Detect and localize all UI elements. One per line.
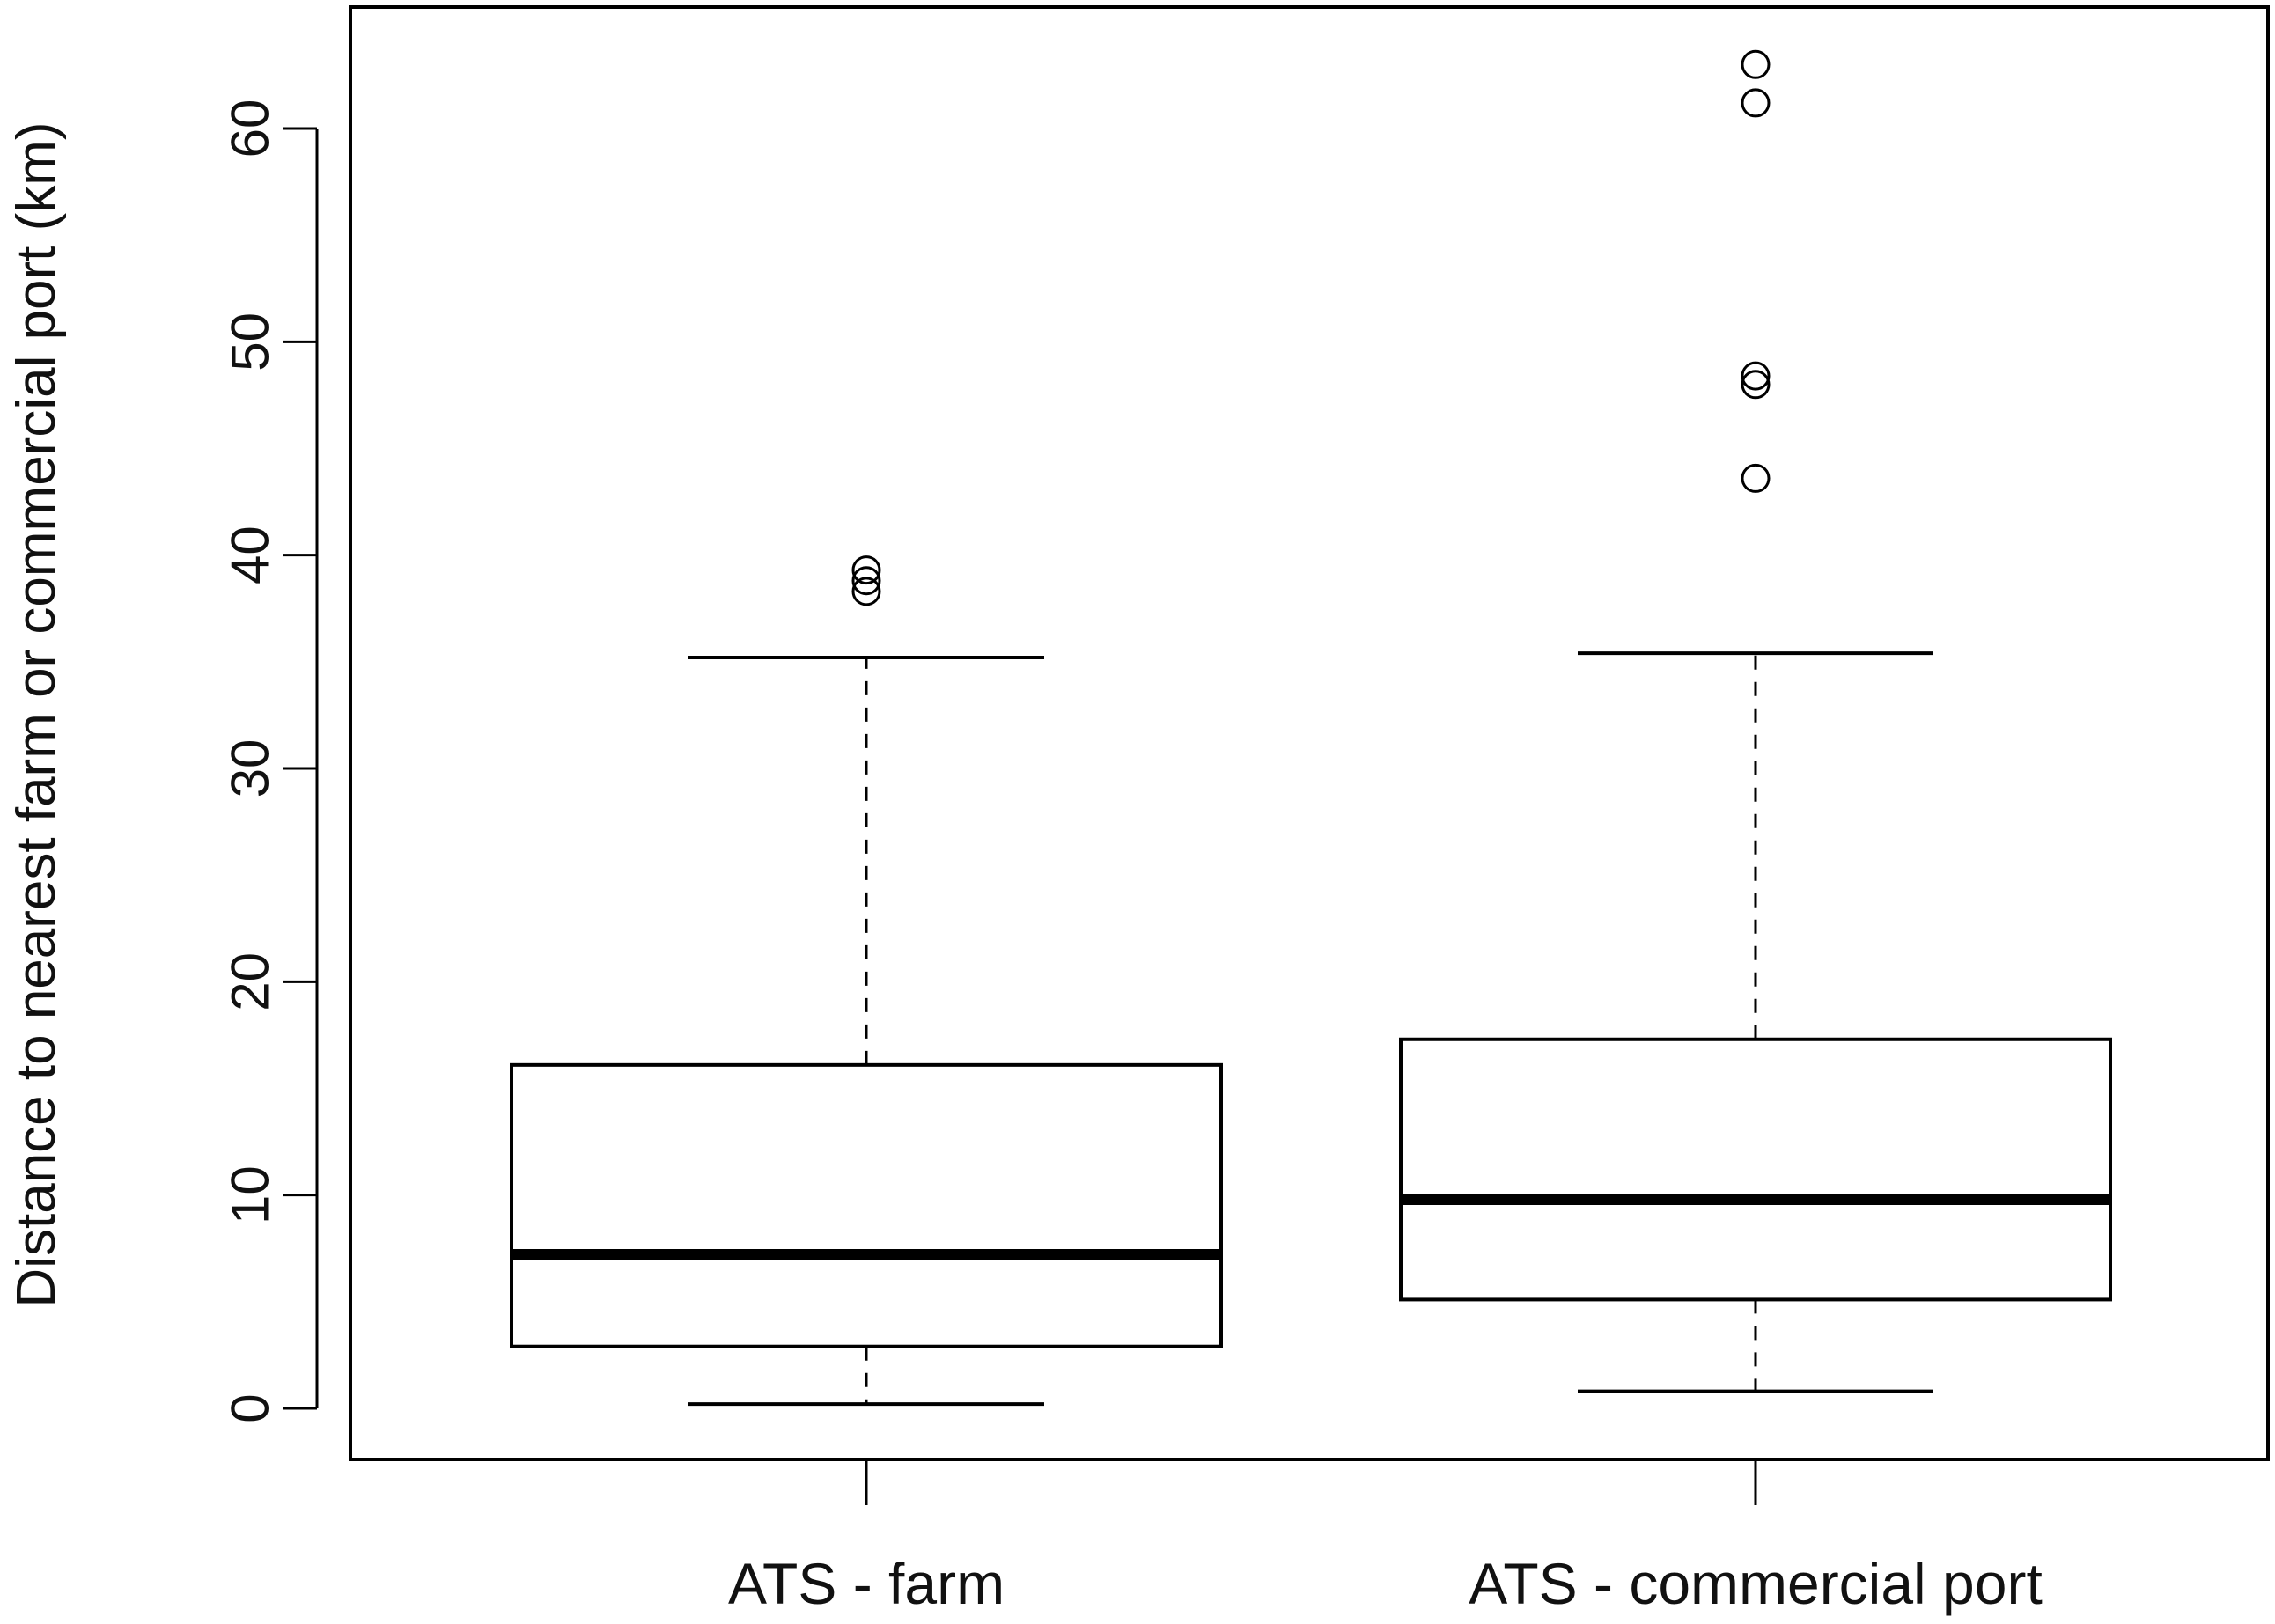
x-category-label: ATS - farm [728, 1551, 1005, 1616]
x-category-label: ATS - commercial port [1469, 1551, 2043, 1616]
box-group [1399, 49, 2112, 1393]
outlier-point [1741, 49, 1771, 79]
y-tick-label: 10 [221, 1165, 280, 1224]
iqr-box [510, 1062, 1223, 1348]
x-axis: ATS - farm ATS - commercial port [728, 1459, 2043, 1616]
outlier-point [851, 577, 881, 606]
outlier-point [1741, 370, 1771, 400]
y-axis-title: Distance to nearest farm or commercial p… [6, 121, 67, 1307]
boxes [510, 49, 2112, 1407]
y-axis: 0 10 20 30 40 50 60 [221, 99, 319, 1423]
y-tick-label: 50 [221, 312, 280, 371]
y-tick-label: 0 [221, 1393, 280, 1422]
y-tick-label: 60 [221, 99, 280, 158]
outlier-point [1741, 361, 1771, 391]
y-tick-label: 40 [221, 525, 280, 584]
box-group [510, 555, 1223, 1407]
outlier-point [1741, 88, 1771, 118]
outlier-point [851, 566, 881, 596]
plot-frame [349, 5, 2270, 1461]
y-tick-label: 20 [221, 952, 280, 1011]
outlier-point [851, 555, 881, 585]
iqr-box [1399, 1037, 2112, 1302]
outlier-point [1741, 463, 1771, 493]
y-tick-label: 30 [221, 739, 280, 798]
